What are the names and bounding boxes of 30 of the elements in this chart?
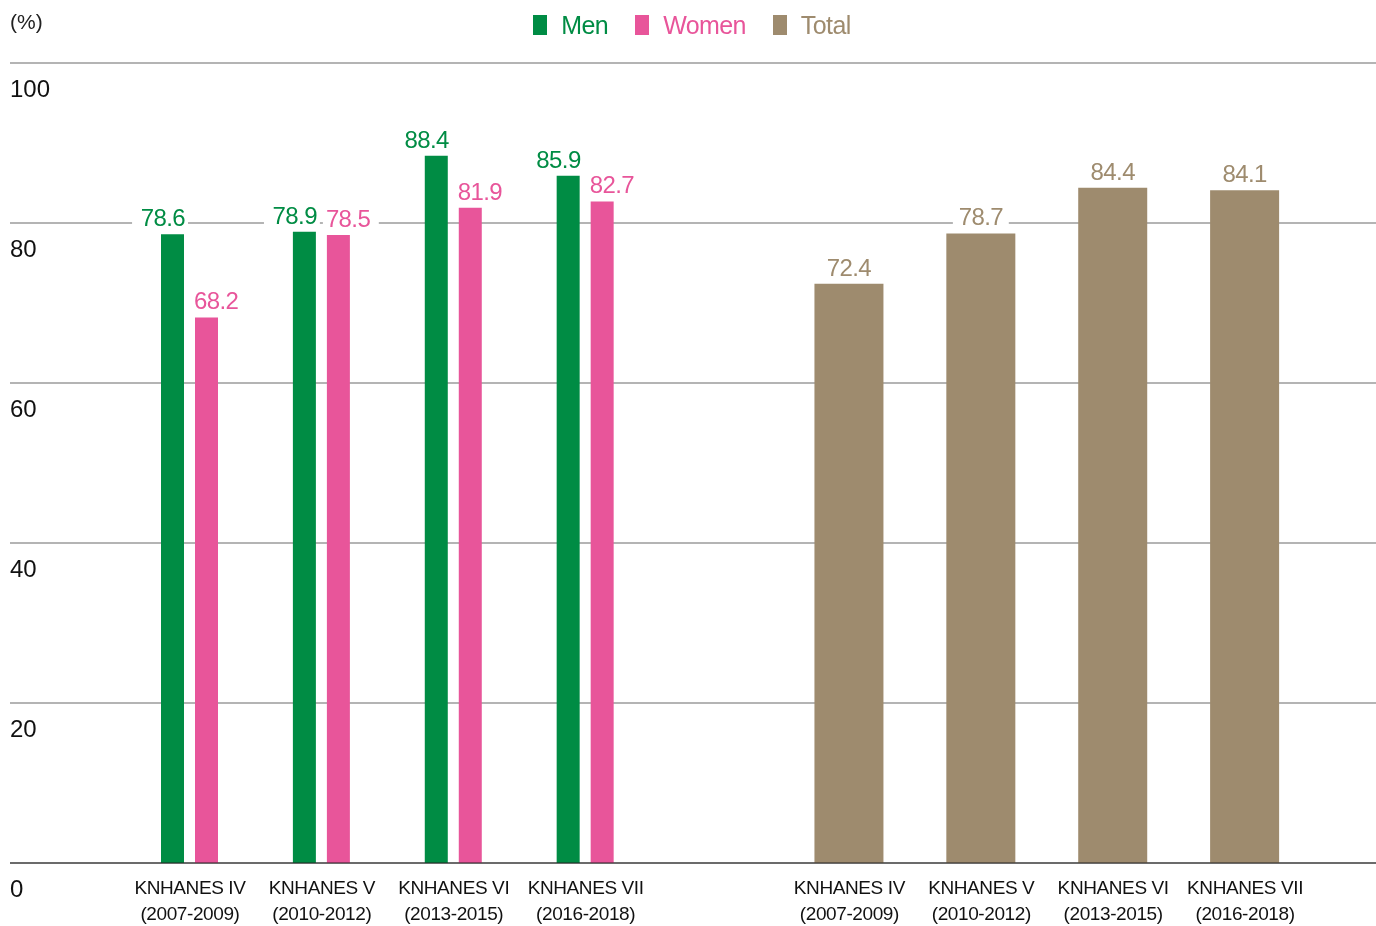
y-tick-label: 100 (10, 75, 51, 102)
data-label: 84.1 (1222, 160, 1268, 188)
data-label: 78.9 (272, 201, 318, 229)
data-label: 84.4 (1090, 157, 1136, 185)
data-label: 81.9 (457, 177, 503, 205)
x-tick-label: KNHANES VI (2013-2015) (1057, 877, 1169, 924)
data-label: 78.6 (140, 204, 186, 232)
x-tick-label: KNHANES VII (2016-2018) (527, 877, 644, 924)
x-tick-label: KNHANES V (2010-2012) (268, 877, 376, 924)
legend-label: Total (800, 10, 851, 40)
data-label: 68.2 (194, 287, 239, 315)
y-tick-label: 80 (10, 235, 37, 262)
y-tick-label: 60 (10, 395, 37, 422)
x-tick-label: KNHANES V (2010-2012) (928, 877, 1036, 924)
y-tick-label: 0 (10, 875, 24, 902)
x-tick-label: KNHANES IV (2007-2009) (134, 877, 247, 924)
y-tick-label: 20 (10, 715, 37, 742)
legend-label: Women (663, 10, 746, 40)
data-label: 82.7 (589, 171, 635, 199)
y-axis-title: (%) (10, 10, 43, 34)
data-label: 78.5 (325, 205, 371, 232)
y-tick-label: 40 (10, 555, 37, 582)
x-tick-label: KNHANES VII (2016-2018) (1187, 877, 1304, 924)
data-label: 88.4 (404, 125, 450, 153)
data-label: 85.9 (536, 145, 581, 173)
data-label: 78.7 (958, 203, 1004, 231)
x-tick-label: KNHANES VI (2013-2015) (398, 877, 510, 924)
legend-label: Men (561, 10, 609, 40)
x-tick-label: KNHANES IV (2007-2009) (793, 877, 906, 924)
data-label: 72.4 (826, 253, 872, 281)
